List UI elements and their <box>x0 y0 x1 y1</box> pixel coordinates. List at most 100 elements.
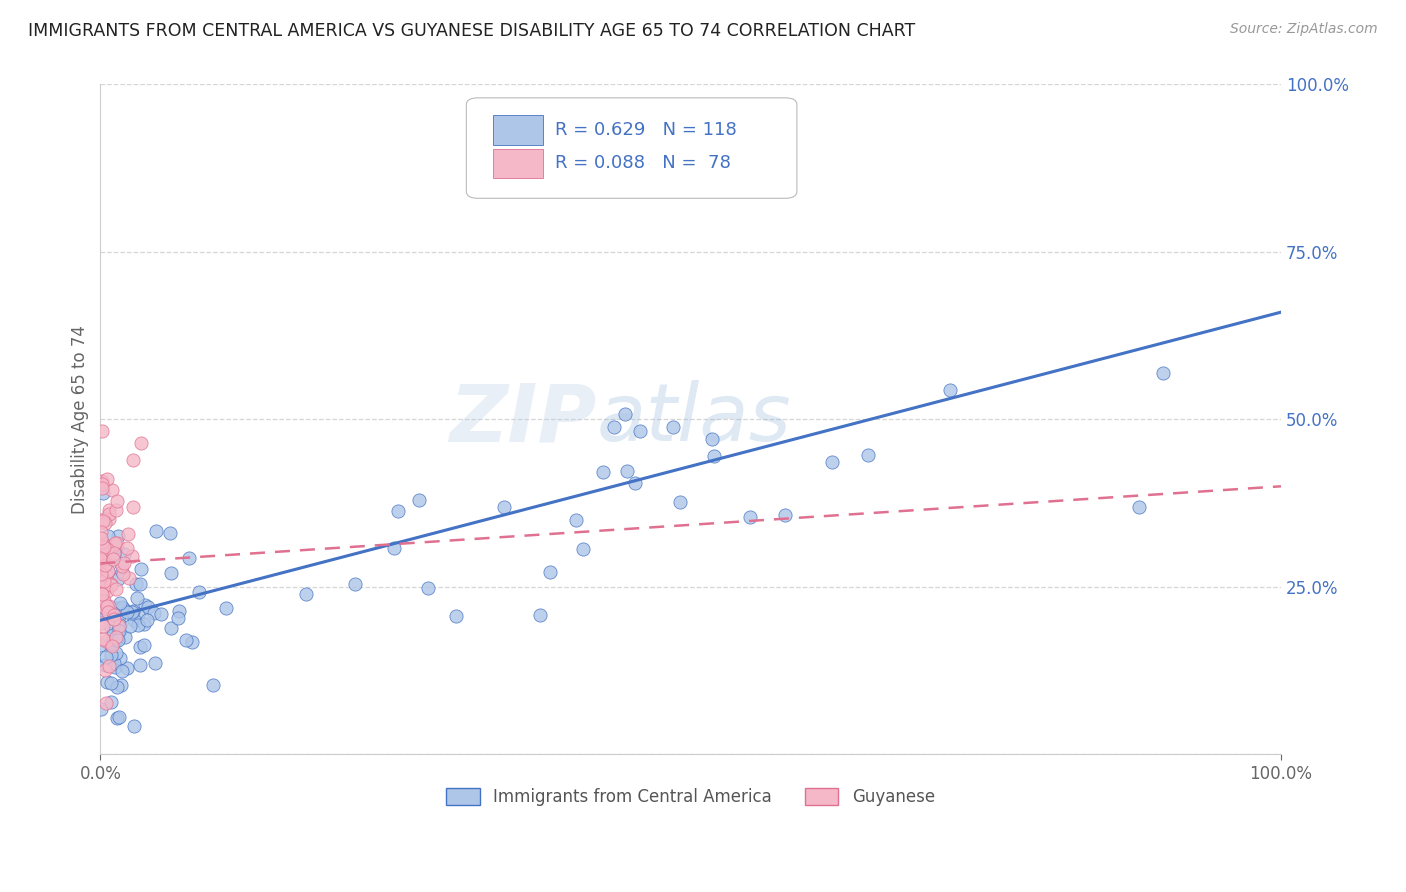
Point <box>98 551 121 566</box>
Point <box>111 600 134 615</box>
Point <box>132 617 155 632</box>
Point <box>104 536 127 550</box>
Point <box>90 574 112 588</box>
Point <box>91 607 114 621</box>
Point <box>118 619 141 633</box>
Point <box>602 419 624 434</box>
Point <box>118 571 141 585</box>
Point <box>160 621 183 635</box>
Point <box>97 565 120 579</box>
Point <box>669 494 692 508</box>
Point <box>112 556 135 570</box>
Point <box>98 637 121 651</box>
Point <box>387 504 409 518</box>
Point <box>143 656 166 670</box>
Point <box>107 632 129 647</box>
Point <box>100 695 122 709</box>
Point <box>105 710 128 724</box>
Point <box>111 567 134 582</box>
Point <box>97 658 120 673</box>
Point <box>91 540 114 554</box>
Point <box>105 600 128 615</box>
Point <box>616 463 638 477</box>
Point <box>91 534 114 549</box>
Text: atlas: atlas <box>596 380 792 458</box>
Point <box>100 675 122 690</box>
Point <box>91 424 114 438</box>
Point <box>94 650 117 665</box>
Point <box>100 541 122 556</box>
Point <box>91 582 114 596</box>
Point <box>103 548 125 562</box>
Point <box>93 574 115 589</box>
Point <box>127 618 149 632</box>
Text: Source: ZipAtlas.com: Source: ZipAtlas.com <box>1230 22 1378 37</box>
Point <box>90 541 112 555</box>
Point <box>613 407 636 421</box>
Point <box>100 619 122 633</box>
Point <box>100 576 122 591</box>
Point <box>117 527 139 541</box>
Point <box>98 512 121 526</box>
Point <box>91 474 114 488</box>
Point <box>105 681 128 695</box>
Point <box>136 613 159 627</box>
Point <box>103 632 125 646</box>
Point <box>89 638 111 652</box>
Point <box>773 508 796 522</box>
Point <box>188 585 211 599</box>
Point <box>628 424 651 438</box>
FancyBboxPatch shape <box>467 98 797 198</box>
Point <box>1128 500 1150 515</box>
Point <box>93 551 115 566</box>
Point <box>100 578 122 592</box>
Point <box>623 475 645 490</box>
Point <box>1152 366 1174 380</box>
Point <box>108 619 131 633</box>
Point <box>122 500 145 515</box>
Point <box>91 539 114 553</box>
Point <box>107 572 129 586</box>
Point <box>592 465 614 479</box>
Point <box>122 719 145 733</box>
Point <box>97 605 120 619</box>
Point <box>96 574 118 588</box>
Point <box>97 529 120 543</box>
Point <box>382 541 405 555</box>
Point <box>96 472 118 486</box>
Point <box>90 584 112 599</box>
Point <box>103 628 125 642</box>
Point <box>90 615 112 630</box>
Point <box>100 648 122 663</box>
Point <box>134 598 156 612</box>
Point <box>294 587 316 601</box>
Point <box>91 632 114 646</box>
Point <box>416 581 439 595</box>
Point <box>111 565 134 579</box>
Point <box>129 436 152 450</box>
Point <box>91 586 114 600</box>
Point <box>129 640 152 654</box>
Text: IMMIGRANTS FROM CENTRAL AMERICA VS GUYANESE DISABILITY AGE 65 TO 74 CORRELATION : IMMIGRANTS FROM CENTRAL AMERICA VS GUYAN… <box>28 22 915 40</box>
Point <box>91 566 114 581</box>
Point <box>114 630 136 644</box>
Point <box>145 524 167 539</box>
Point <box>105 541 128 555</box>
Point <box>110 557 132 571</box>
Point <box>174 633 197 648</box>
Point <box>93 516 115 530</box>
Point <box>97 599 120 613</box>
Point <box>93 540 115 554</box>
Point <box>122 453 145 467</box>
Point <box>738 509 761 524</box>
Point <box>96 606 118 620</box>
Point <box>90 702 112 716</box>
Point <box>93 558 115 572</box>
Point <box>107 529 129 543</box>
Point <box>93 514 115 528</box>
Point <box>98 507 121 521</box>
Point <box>91 619 114 633</box>
Point <box>343 576 366 591</box>
Point <box>129 577 152 591</box>
Point <box>167 611 190 625</box>
